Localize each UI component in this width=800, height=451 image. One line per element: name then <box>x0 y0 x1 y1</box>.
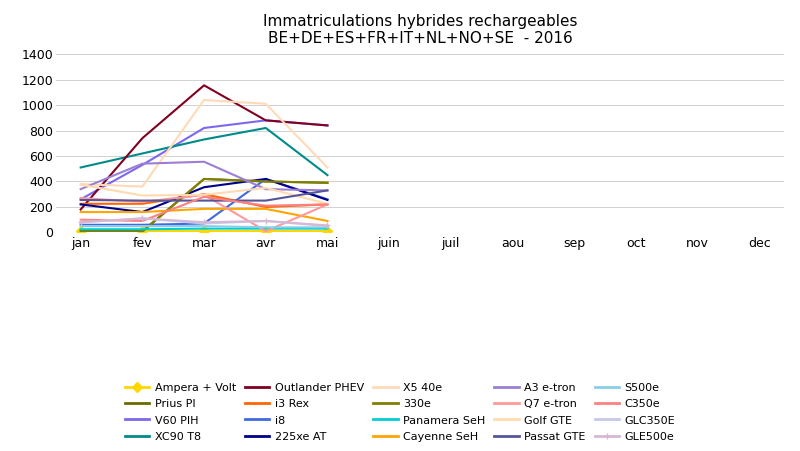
Title: Immatriculations hybrides rechargeables
BE+DE+ES+FR+IT+NL+NO+SE  - 2016: Immatriculations hybrides rechargeables … <box>262 14 578 46</box>
Legend: Ampera + Volt, Prius PI, V60 PIH, XC90 T8, Outlander PHEV, i3 Rex, i8, 225xe AT,: Ampera + Volt, Prius PI, V60 PIH, XC90 T… <box>122 379 678 446</box>
